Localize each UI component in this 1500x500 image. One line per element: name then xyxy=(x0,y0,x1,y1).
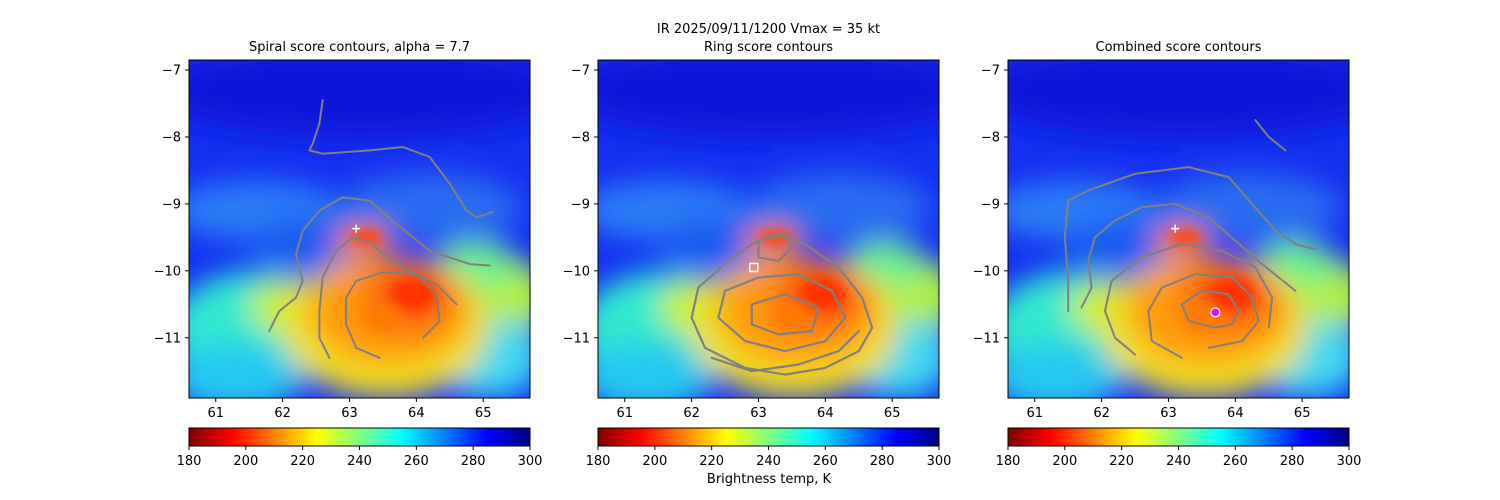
panel-3-title: Combined score contours xyxy=(1096,40,1262,55)
x-tick-label: 64 xyxy=(817,406,834,421)
x-tick-label: 62 xyxy=(274,406,291,421)
panel-2-frame xyxy=(597,59,940,399)
square-marker xyxy=(749,262,759,273)
contour-line xyxy=(757,232,793,262)
y-tick-label: −8 xyxy=(162,130,181,145)
colorbar-tick-label: 180 xyxy=(996,454,1021,469)
colorbar-tick-label: 200 xyxy=(642,454,667,469)
x-tick-label: 65 xyxy=(884,406,901,421)
center-cross-marker xyxy=(352,224,361,233)
panel-1-frame xyxy=(188,59,531,399)
colorbar-tick-label: 260 xyxy=(404,454,429,469)
y-tick-label: −8 xyxy=(981,130,1000,145)
x-tick-label: 65 xyxy=(475,406,492,421)
y-tick-label: −11 xyxy=(563,331,590,346)
center-cross-marker xyxy=(1171,224,1180,233)
colorbar-tick-label: 200 xyxy=(233,454,258,469)
x-tick-label: 65 xyxy=(1294,406,1311,421)
x-tick-label: 61 xyxy=(207,406,224,421)
colorbar-tick-label: 300 xyxy=(1337,454,1362,469)
panel-2-colorbar xyxy=(597,427,940,447)
colorbar-tick-label: 280 xyxy=(870,454,895,469)
colorbar-label: Brightness temp, K xyxy=(706,472,832,487)
colorbar-tick-label: 280 xyxy=(461,454,486,469)
contour-line xyxy=(1254,119,1287,152)
y-tick-label: −10 xyxy=(973,264,1000,279)
y-tick-label: −8 xyxy=(571,130,590,145)
contour-line xyxy=(1147,273,1260,359)
x-tick-label: 63 xyxy=(1160,406,1177,421)
colorbar-tick-label: 300 xyxy=(927,454,952,469)
contour-line xyxy=(1180,289,1240,329)
colorbar-tick-label: 220 xyxy=(290,454,315,469)
x-tick-label: 64 xyxy=(1227,406,1244,421)
panel-2-image xyxy=(598,60,939,398)
y-tick-label: −9 xyxy=(571,197,590,212)
colorbar-tick-label: 260 xyxy=(813,454,838,469)
y-tick-label: −11 xyxy=(973,331,1000,346)
y-tick-label: −7 xyxy=(162,64,181,79)
colorbar-tick-label: 180 xyxy=(586,454,611,469)
contour-line xyxy=(308,99,495,219)
y-tick-label: −7 xyxy=(571,64,590,79)
hot-spots xyxy=(349,230,437,332)
panel-1-title: Spiral score contours, alpha = 7.7 xyxy=(249,40,470,55)
storm-center-marker xyxy=(1210,307,1221,318)
temperature-blobs xyxy=(1008,60,1349,398)
temperature-blobs xyxy=(189,60,530,398)
panel-3-frame xyxy=(1007,59,1350,399)
x-tick-label: 64 xyxy=(408,406,425,421)
colorbar-tick-label: 240 xyxy=(347,454,372,469)
y-tick-label: −10 xyxy=(563,264,590,279)
contour-line xyxy=(345,271,441,359)
contour-line xyxy=(268,196,491,333)
y-tick-label: −10 xyxy=(154,264,181,279)
contour-line xyxy=(1080,202,1297,309)
y-tick-label: −11 xyxy=(154,331,181,346)
colorbar-tick-label: 180 xyxy=(177,454,202,469)
x-tick-label: 63 xyxy=(341,406,358,421)
panel-3-colorbar xyxy=(1007,427,1350,447)
y-tick-label: −9 xyxy=(981,197,1000,212)
x-tick-label: 62 xyxy=(683,406,700,421)
suptitle: IR 2025/09/11/1200 Vmax = 35 kt xyxy=(656,22,881,37)
panel-2-title: Ring score contours xyxy=(704,40,833,55)
contour-line xyxy=(717,273,847,353)
y-tick-label: −9 xyxy=(162,197,181,212)
contour-line xyxy=(1063,166,1317,312)
colorbar-tick-label: 240 xyxy=(1166,454,1191,469)
contour-line xyxy=(318,236,458,359)
contour-line xyxy=(1104,243,1274,356)
colorbar-tick-label: 280 xyxy=(1280,454,1305,469)
colorbar-tick-label: 240 xyxy=(756,454,781,469)
contour-line xyxy=(710,330,860,373)
x-tick-label: 61 xyxy=(1026,406,1043,421)
panel-3-image xyxy=(1008,60,1349,398)
panel-1-colorbar xyxy=(188,427,531,447)
panel-1-image xyxy=(189,60,530,398)
colorbar-tick-label: 200 xyxy=(1052,454,1077,469)
y-tick-label: −7 xyxy=(981,64,1000,79)
colorbar-tick-label: 300 xyxy=(518,454,543,469)
x-tick-label: 63 xyxy=(750,406,767,421)
contour-line xyxy=(750,293,820,336)
x-tick-label: 61 xyxy=(616,406,633,421)
colorbar-tick-label: 220 xyxy=(1109,454,1134,469)
colorbar-tick-label: 260 xyxy=(1223,454,1248,469)
x-tick-label: 62 xyxy=(1093,406,1110,421)
contour-line xyxy=(690,232,874,376)
colorbar-tick-label: 220 xyxy=(699,454,724,469)
